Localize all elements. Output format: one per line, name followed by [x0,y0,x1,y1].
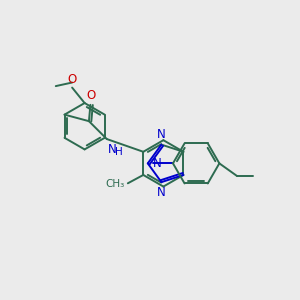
Text: N: N [153,157,162,170]
Text: O: O [87,89,96,102]
Text: N: N [157,186,166,199]
Text: N: N [157,128,166,141]
Text: N: N [108,143,117,156]
Text: O: O [68,73,77,86]
Text: H: H [115,147,123,157]
Text: CH₃: CH₃ [106,179,125,189]
